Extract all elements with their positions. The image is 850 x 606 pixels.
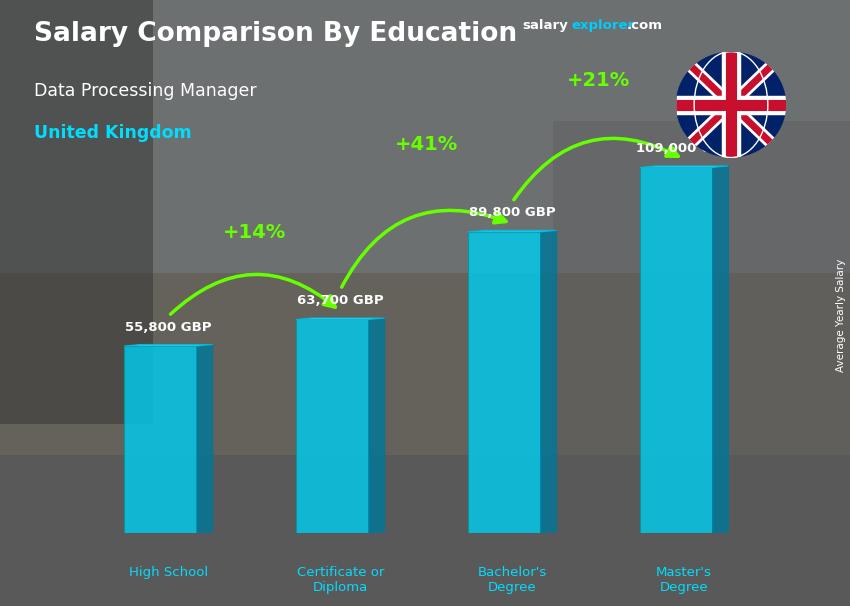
Polygon shape xyxy=(296,318,385,319)
Text: 109,000 GBP: 109,000 GBP xyxy=(637,142,732,155)
Bar xyxy=(0,273,850,454)
Polygon shape xyxy=(124,346,197,533)
Bar xyxy=(0,454,850,606)
Text: Data Processing Manager: Data Processing Manager xyxy=(34,82,257,100)
Text: Average Yearly Salary: Average Yearly Salary xyxy=(836,259,846,371)
Polygon shape xyxy=(468,230,557,232)
Text: United Kingdom: United Kingdom xyxy=(34,124,191,142)
Polygon shape xyxy=(296,319,369,533)
Text: 63,700 GBP: 63,700 GBP xyxy=(297,294,383,307)
Polygon shape xyxy=(712,166,728,533)
Text: 55,800 GBP: 55,800 GBP xyxy=(125,321,212,333)
Polygon shape xyxy=(640,166,728,167)
Polygon shape xyxy=(197,344,212,533)
Text: +14%: +14% xyxy=(223,223,286,242)
Text: +21%: +21% xyxy=(567,71,630,90)
Polygon shape xyxy=(541,230,557,533)
Text: 89,800 GBP: 89,800 GBP xyxy=(469,207,556,219)
Text: Salary Comparison By Education: Salary Comparison By Education xyxy=(34,21,517,47)
Polygon shape xyxy=(369,318,385,533)
Bar xyxy=(0,0,153,424)
Text: High School: High School xyxy=(129,566,208,579)
Text: salary: salary xyxy=(523,19,569,32)
Polygon shape xyxy=(124,344,212,346)
Polygon shape xyxy=(468,232,541,533)
Text: Master's
Degree: Master's Degree xyxy=(656,566,712,594)
Bar xyxy=(552,121,850,454)
Text: .com: .com xyxy=(626,19,662,32)
Text: explorer: explorer xyxy=(571,19,634,32)
Text: Certificate or
Diploma: Certificate or Diploma xyxy=(297,566,384,594)
Bar xyxy=(0,0,850,273)
Text: Bachelor's
Degree: Bachelor's Degree xyxy=(478,566,547,594)
Polygon shape xyxy=(640,167,712,533)
Text: +41%: +41% xyxy=(394,135,458,154)
